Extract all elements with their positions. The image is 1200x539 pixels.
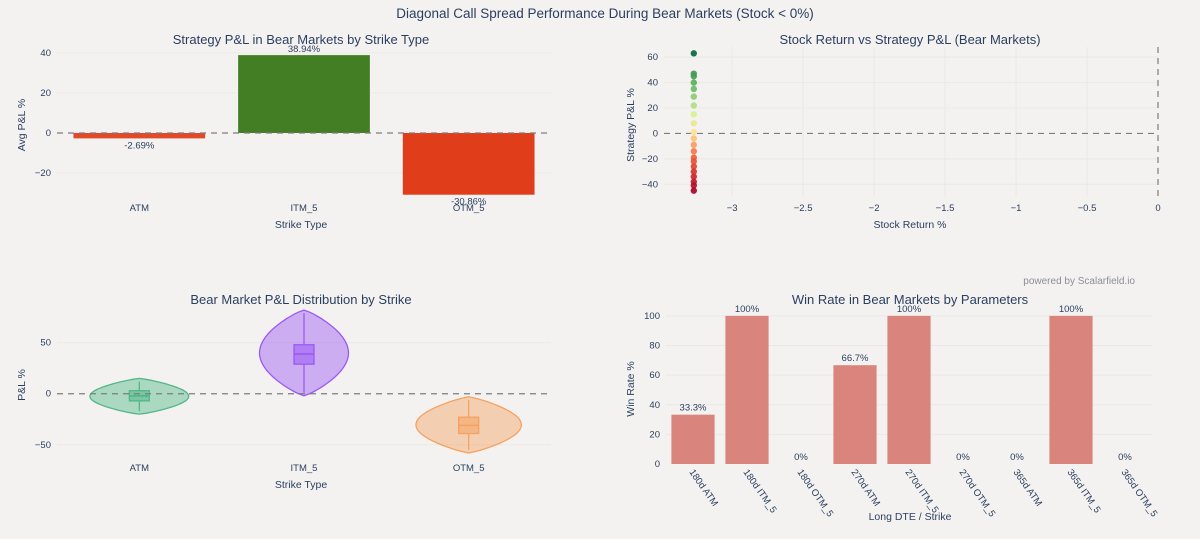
c4-xtick-270d-OTM_5: 270d OTM_5 (957, 467, 998, 519)
c1-label-ATM: -2.69% (124, 140, 155, 151)
c1-ytick-3: 40 (40, 48, 51, 59)
chart-return-vs-pnl-ylabel: Strategy P&L % (625, 88, 637, 162)
c2-point-8 (690, 120, 698, 127)
c2-point-17 (690, 173, 698, 180)
c1-label-ITM_5: 38.94% (288, 44, 321, 55)
c2-point-12 (690, 148, 698, 155)
c3-ytick-1: 0 (46, 389, 51, 400)
c2-point-10 (690, 135, 698, 142)
c4-bar-365d-ITM_5 (1049, 315, 1093, 464)
chart-win-rate-title: Win Rate in Bear Markets by Parameters (792, 292, 1029, 307)
c2-point-20 (690, 187, 698, 194)
chart-pnl-distribution-title: Bear Market P&L Distribution by Strike (190, 292, 411, 307)
chart-pnl-distribution-xlabel: Strike Type (275, 479, 327, 491)
c2-point-7 (690, 111, 698, 118)
c3-ytick-2: 50 (40, 338, 51, 349)
chart-win-rate-xlabel: Long DTE / Strike (869, 511, 952, 523)
c4-label-365d-ATM: 0% (1010, 452, 1024, 463)
chart-return-vs-pnl: Stock Return vs Strategy P&L (Bear Marke… (625, 32, 1161, 231)
c2-point-15 (690, 163, 698, 170)
c2-ytick-2: 0 (653, 128, 658, 139)
chart-win-rate-ylabel: Win Rate % (625, 361, 637, 416)
c2-xtick-3: −1.5 (936, 203, 955, 214)
c2-point-2 (690, 73, 698, 80)
c4-xtick-270d-ITM_5: 270d ITM_5 (903, 467, 941, 515)
c4-label-365d-ITM_5: 100% (1059, 304, 1084, 315)
figure-title: Diagonal Call Spread Performance During … (396, 6, 814, 21)
c2-point-9 (690, 128, 698, 136)
c4-label-180d-OTM_5: 0% (794, 452, 808, 463)
c2-point-19 (690, 182, 698, 189)
c2-point-11 (690, 141, 698, 149)
c1-ytick-1: 0 (46, 128, 51, 139)
c2-ytick-3: 20 (647, 103, 658, 114)
c4-xtick-270d-ATM: 270d ATM (849, 467, 882, 508)
c4-ytick-5: 100 (644, 311, 660, 322)
c4-ytick-2: 40 (649, 400, 660, 411)
c4-bar-270d-ITM_5 (887, 315, 931, 464)
c1-xtick-OTM_5: OTM_5 (453, 203, 485, 214)
c2-point-3 (690, 79, 698, 86)
chart-pnl-by-strike: Strategy P&L in Bear Markets by Strike T… (16, 32, 551, 231)
chart-return-vs-pnl-xlabel: Stock Return % (874, 219, 947, 231)
c4-xtick-180d-ITM_5: 180d ITM_5 (741, 467, 779, 515)
chart-pnl-by-strike-title: Strategy P&L in Bear Markets by Strike T… (173, 32, 430, 47)
chart-return-vs-pnl-title: Stock Return vs Strategy P&L (Bear Marke… (779, 32, 1040, 47)
c4-xtick-180d-ATM: 180d ATM (687, 467, 720, 508)
c4-bar-180d-ATM (671, 414, 715, 464)
c3-xtick-OTM_5: OTM_5 (453, 463, 485, 474)
c4-xtick-365d-ATM: 365d ATM (1011, 467, 1044, 508)
c1-bar-OTM_5 (402, 133, 535, 195)
c1-ytick-2: 20 (40, 88, 51, 99)
c4-ytick-4: 80 (649, 341, 660, 352)
chart-pnl-by-strike-xlabel: Strike Type (275, 219, 327, 231)
c3-ytick-0: −50 (35, 440, 51, 451)
c2-xtick-2: −2 (869, 203, 880, 214)
c2-point-5 (690, 93, 698, 100)
chart-win-rate: Win Rate in Bear Markets by Parameters L… (625, 292, 1159, 523)
c1-ytick-0: −20 (35, 168, 51, 179)
c2-point-14 (690, 158, 698, 165)
c4-label-270d-ATM: 66.7% (842, 353, 869, 364)
c3-xtick-ATM: ATM (130, 463, 149, 474)
chart-pnl-distribution: Bear Market P&L Distribution by Strike S… (16, 292, 551, 491)
chart-pnl-distribution-ylabel: P&L % (16, 369, 28, 401)
c4-bar-180d-ITM_5 (725, 315, 769, 464)
credit-text: powered by Scalarfield.io (1023, 276, 1135, 287)
c2-point-0 (690, 50, 698, 57)
c2-xtick-6: 0 (1155, 203, 1160, 214)
c2-ytick-5: 60 (647, 52, 658, 63)
c1-xtick-ATM: ATM (130, 203, 149, 214)
chart-pnl-by-strike-ylabel: Avg P&L % (16, 99, 28, 152)
c4-ytick-3: 60 (649, 370, 660, 381)
c4-ytick-0: 0 (655, 459, 660, 470)
c4-label-365d-OTM_5: 0% (1118, 452, 1132, 463)
c2-ytick-4: 40 (647, 78, 658, 89)
c3-xtick-ITM_5: ITM_5 (291, 463, 318, 474)
c4-label-180d-ITM_5: 100% (735, 304, 760, 315)
c2-ytick-0: −40 (642, 179, 658, 190)
c4-xtick-365d-OTM_5: 365d OTM_5 (1119, 467, 1160, 519)
c4-xtick-365d-ITM_5: 365d ITM_5 (1065, 467, 1103, 515)
c4-label-180d-ATM: 33.3% (680, 403, 707, 414)
c1-label-OTM_5: -30.86% (451, 197, 487, 208)
c4-ytick-1: 20 (649, 429, 660, 440)
c4-bar-270d-ATM (833, 365, 877, 464)
c1-bar-ATM (73, 133, 206, 139)
c4-xtick-180d-OTM_5: 180d OTM_5 (795, 467, 836, 519)
c2-ytick-1: −20 (642, 154, 658, 165)
c2-point-6 (690, 102, 698, 109)
c2-xtick-1: −2.5 (794, 203, 813, 214)
c2-xtick-5: −0.5 (1078, 203, 1097, 214)
c2-point-16 (690, 168, 698, 175)
c2-xtick-0: −3 (727, 203, 738, 214)
c2-xtick-4: −1 (1011, 203, 1022, 214)
c2-point-4 (690, 85, 698, 93)
c4-label-270d-OTM_5: 0% (956, 452, 970, 463)
c1-xtick-ITM_5: ITM_5 (291, 203, 318, 214)
c4-label-270d-ITM_5: 100% (897, 304, 922, 315)
c1-bar-ITM_5 (238, 55, 370, 134)
